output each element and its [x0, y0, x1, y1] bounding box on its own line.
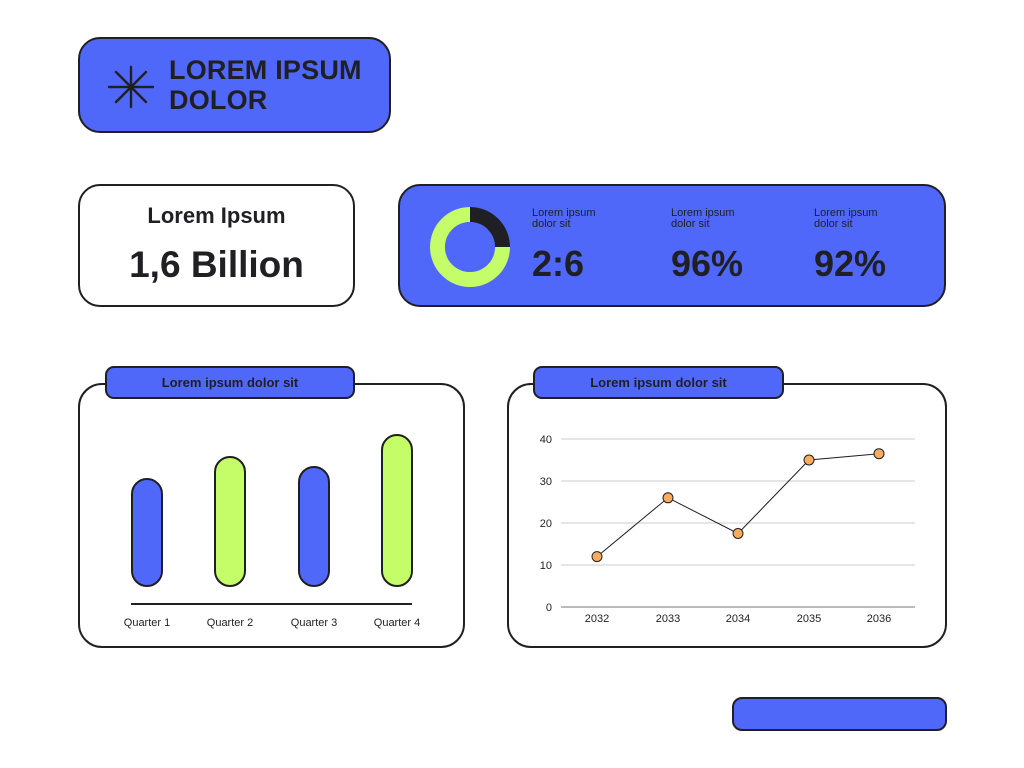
stat-card	[78, 184, 355, 307]
bar-2	[214, 456, 246, 587]
kpi-value-3: 92%	[814, 243, 887, 284]
kpi-label-1: Lorem ipsum dolor sit	[532, 208, 596, 230]
bar-category-label: Quarter 3	[291, 617, 337, 629]
kpi-label-3-line-2: dolor sit	[814, 218, 853, 230]
page-title-line-2: DOLOR	[169, 85, 268, 115]
bar-category-label: Quarter 2	[207, 617, 253, 629]
line-point	[803, 454, 815, 466]
line-chart-title: Lorem ipsum dolor sit	[533, 366, 784, 399]
bar-3	[298, 466, 330, 587]
footer-pill	[732, 697, 947, 731]
y-tick-label: 20	[540, 518, 552, 530]
donut-chart	[430, 207, 510, 287]
x-tick-label: 2032	[585, 613, 609, 625]
x-tick-label: 2033	[656, 613, 680, 625]
kpi-label-2: Lorem ipsum dolor sit	[671, 208, 735, 230]
line-series	[596, 453, 880, 557]
line-chart-panel	[507, 383, 947, 648]
donut-hole	[445, 222, 495, 272]
stat-label: Lorem Ipsum	[147, 203, 286, 228]
y-tick-label: 0	[546, 602, 552, 614]
x-tick-label: 2034	[726, 613, 750, 625]
y-tick-label: 30	[540, 476, 552, 488]
line-point	[873, 448, 885, 460]
bar-1	[131, 478, 163, 587]
line-point	[662, 492, 674, 504]
page-title: LOREM IPSUM DOLOR	[169, 55, 384, 115]
bar-category-label: Quarter 1	[124, 617, 170, 629]
donut-slice-2	[430, 207, 510, 287]
kpi-label-3: Lorem ipsum dolor sit	[814, 208, 878, 230]
kpi-label-1-line-1: Lorem ipsum	[532, 207, 596, 219]
kpi-value-2: 96%	[671, 243, 744, 284]
x-tick-label: 2036	[867, 613, 891, 625]
kpi-label-3-line-1: Lorem ipsum	[814, 207, 878, 219]
stat-value: 1,6 Billion	[129, 244, 304, 285]
x-tick-label: 2035	[797, 613, 821, 625]
bar-chart: Quarter 1 Quarter 2 Quarter 3 Quarter 4	[124, 434, 420, 629]
kpi-label-2-line-2: dolor sit	[671, 218, 710, 230]
line-chart: 0 10 20 30 40 2032 2033 2034 2035 2036	[540, 434, 915, 625]
kpi-label-1-line-2: dolor sit	[532, 218, 571, 230]
page-title-line-1: LOREM IPSUM	[169, 55, 362, 85]
line-point	[591, 551, 603, 563]
line-point	[732, 528, 744, 539]
bar-4	[381, 434, 413, 587]
kpi-value-1: 2:6	[532, 243, 585, 284]
y-tick-label: 40	[540, 434, 552, 446]
bar-chart-title: Lorem ipsum dolor sit	[105, 366, 355, 399]
y-tick-label: 10	[540, 560, 552, 572]
donut-slice-1	[470, 207, 510, 247]
bar-category-label: Quarter 4	[374, 617, 420, 629]
kpi-label-2-line-1: Lorem ipsum	[671, 207, 735, 219]
asterisk-icon	[107, 65, 155, 109]
